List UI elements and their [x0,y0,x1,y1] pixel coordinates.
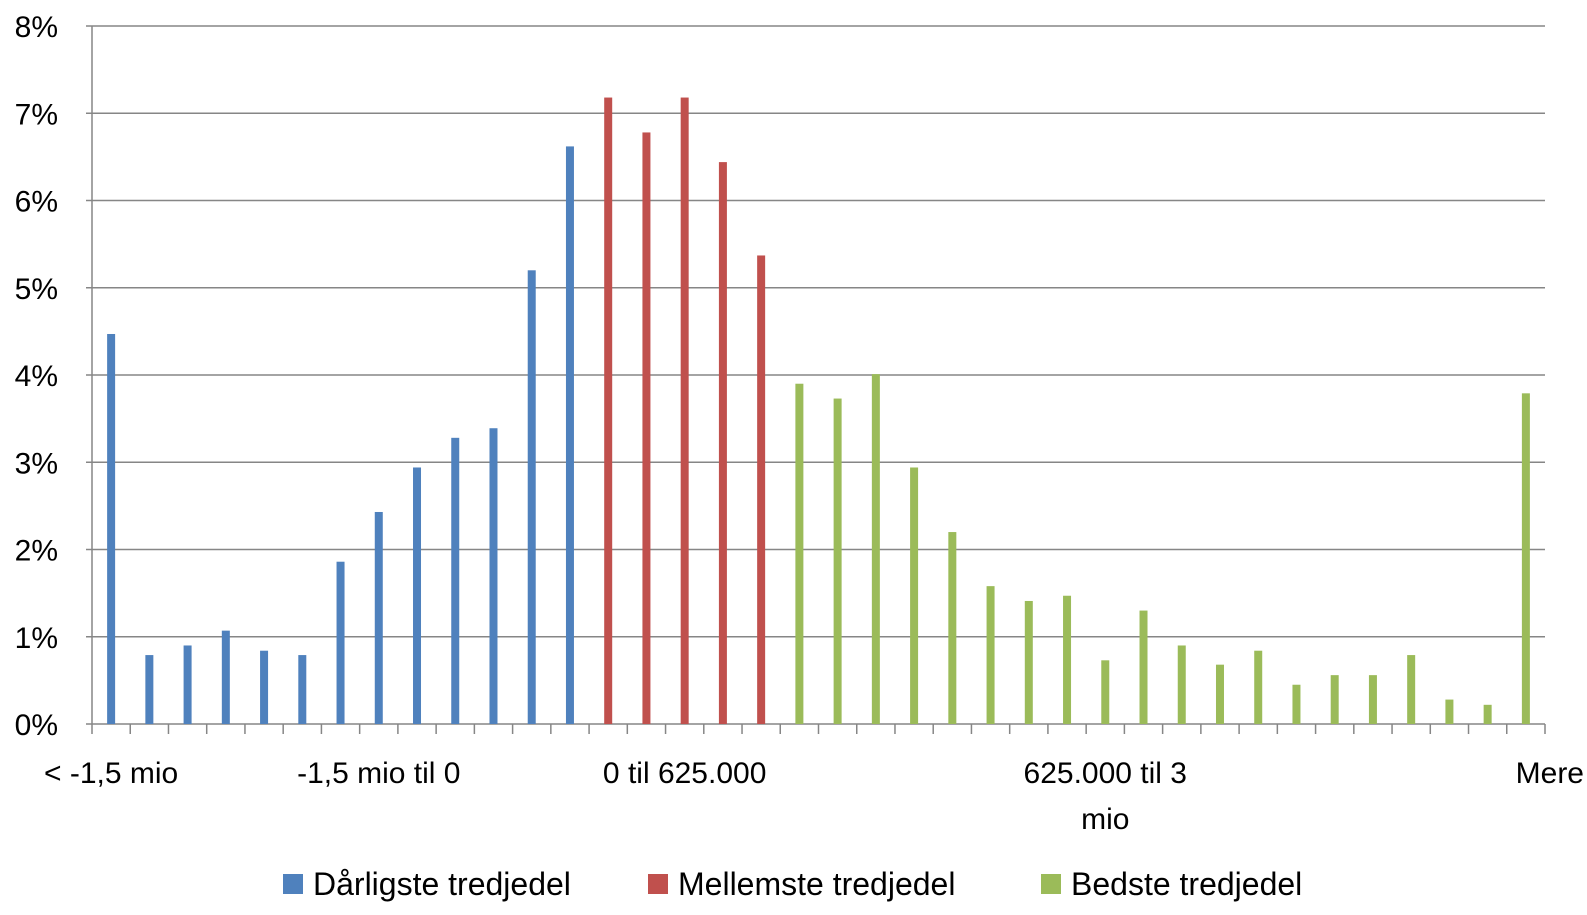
bar-series-3 [1063,595,1072,724]
bar-series-1 [145,655,154,724]
legend-label: Mellemste tredjedel [678,866,955,902]
bar-series-3 [986,586,995,724]
legend-label: Dårligste tredjedel [313,866,571,902]
y-tick-label: 6% [15,186,58,219]
y-tick-label: 4% [15,360,58,393]
bar-series-3 [1101,660,1110,724]
bar-series-2 [642,132,651,724]
bar-series-2 [757,255,766,724]
bar-series-3 [1521,393,1530,724]
bar-series-1 [260,650,269,724]
legend-item: Mellemste tredjedel [648,866,955,902]
bar-series-1 [413,467,422,724]
bar-series-3 [1483,704,1492,724]
legend-swatch [283,874,303,894]
bar-series-3 [1292,684,1301,724]
x-category-label: < -1,5 mio [44,757,178,790]
y-tick-label: 5% [15,273,58,306]
bar-series-3 [833,398,842,724]
bar-series-3 [1139,610,1148,724]
x-category-label: 0 til 625.000 [603,757,766,790]
bar-series-3 [1024,600,1033,724]
bar-series-3 [1445,699,1454,724]
bar-series-1 [107,333,116,724]
bar-series-1 [298,655,307,724]
gridlines [92,25,1545,638]
y-tick-label: 0% [15,709,58,742]
bar-series-1 [183,645,192,724]
bar-series-3 [1368,675,1377,724]
bar-series-1 [489,428,498,724]
bar-series-1 [451,437,460,724]
legend: Dårligste tredjedel Mellemste tredjedel Be… [283,866,1302,902]
axes [86,25,1546,734]
x-category-label: 625.000 til 3 [1024,757,1187,790]
bar-series-3 [795,383,804,724]
y-tick-label: 7% [15,98,58,131]
bar-series-1 [565,146,574,724]
y-tick-label: 3% [15,447,58,480]
bar-series-3 [1330,675,1339,724]
bar-series-1 [221,630,230,724]
legend-swatch [648,874,668,894]
bar-series-3 [948,532,957,724]
bar-series-1 [336,561,345,724]
y-tick-label: 1% [15,622,58,655]
y-axis-tick-labels: 0% 1% 2% 3% 4% 5% 6% 7% 8% [15,11,58,742]
y-tick-label: 8% [15,11,58,44]
x-axis-category-labels: < -1,5 mio -1,5 mio til 0 0 til 625.000 625… [44,757,1584,836]
legend-item: Bedste tredjedel [1041,866,1302,902]
bar-series-3 [910,467,919,724]
legend-item: Dårligste tredjedel [283,866,571,902]
x-category-label: -1,5 mio til 0 [297,757,460,790]
bar-series-3 [1215,664,1224,724]
bar-series-1 [374,511,383,724]
x-category-label: Mere [1516,757,1584,790]
x-category-label: mio [1081,803,1129,836]
bar-series-1 [527,270,536,724]
y-tick-label: 2% [15,535,58,568]
bar-series-3 [1177,645,1186,724]
bar-series-2 [718,162,727,725]
bar-series-3 [1407,655,1416,724]
bar-series-2 [680,97,689,725]
bar-series-3 [871,374,880,724]
bar-series-2 [604,97,613,725]
legend-swatch [1041,874,1061,894]
bar-series-3 [1254,650,1263,724]
legend-label: Bedste tredjedel [1071,866,1302,902]
bars [107,97,1530,725]
